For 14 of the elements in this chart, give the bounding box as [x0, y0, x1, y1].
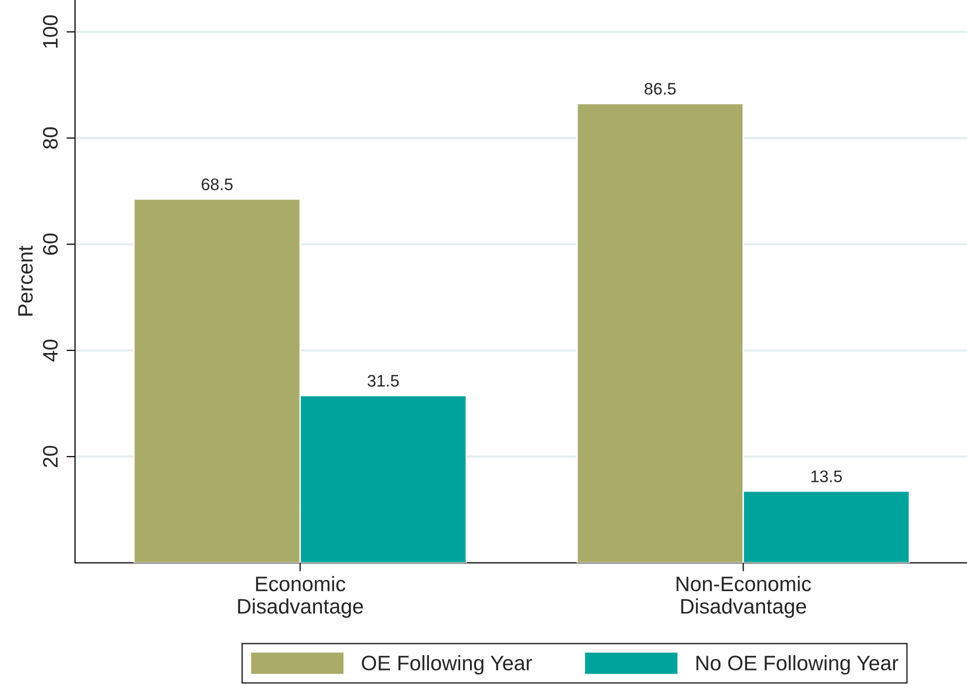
legend-label: OE Following Year — [362, 655, 532, 675]
y-tick-label: 60 — [42, 233, 58, 255]
data-label: 31.5 — [368, 374, 399, 387]
y-tick-label: 100 — [42, 15, 58, 48]
data-label: 68.5 — [202, 178, 233, 190]
y-tick-label: 20 — [42, 446, 58, 468]
y-tick-label: 80 — [42, 127, 58, 149]
data-label: 86.5 — [644, 82, 676, 95]
y-tick-label: 40 — [42, 340, 58, 362]
x-tick-label: Economic Disadvantage — [238, 576, 363, 618]
y-axis-title: Percent — [18, 246, 33, 316]
legend-label: No OE Following Year — [696, 655, 898, 675]
data-label: 13.5 — [811, 470, 842, 482]
x-tick-label: Non-Economic Disadvantage — [676, 576, 811, 618]
